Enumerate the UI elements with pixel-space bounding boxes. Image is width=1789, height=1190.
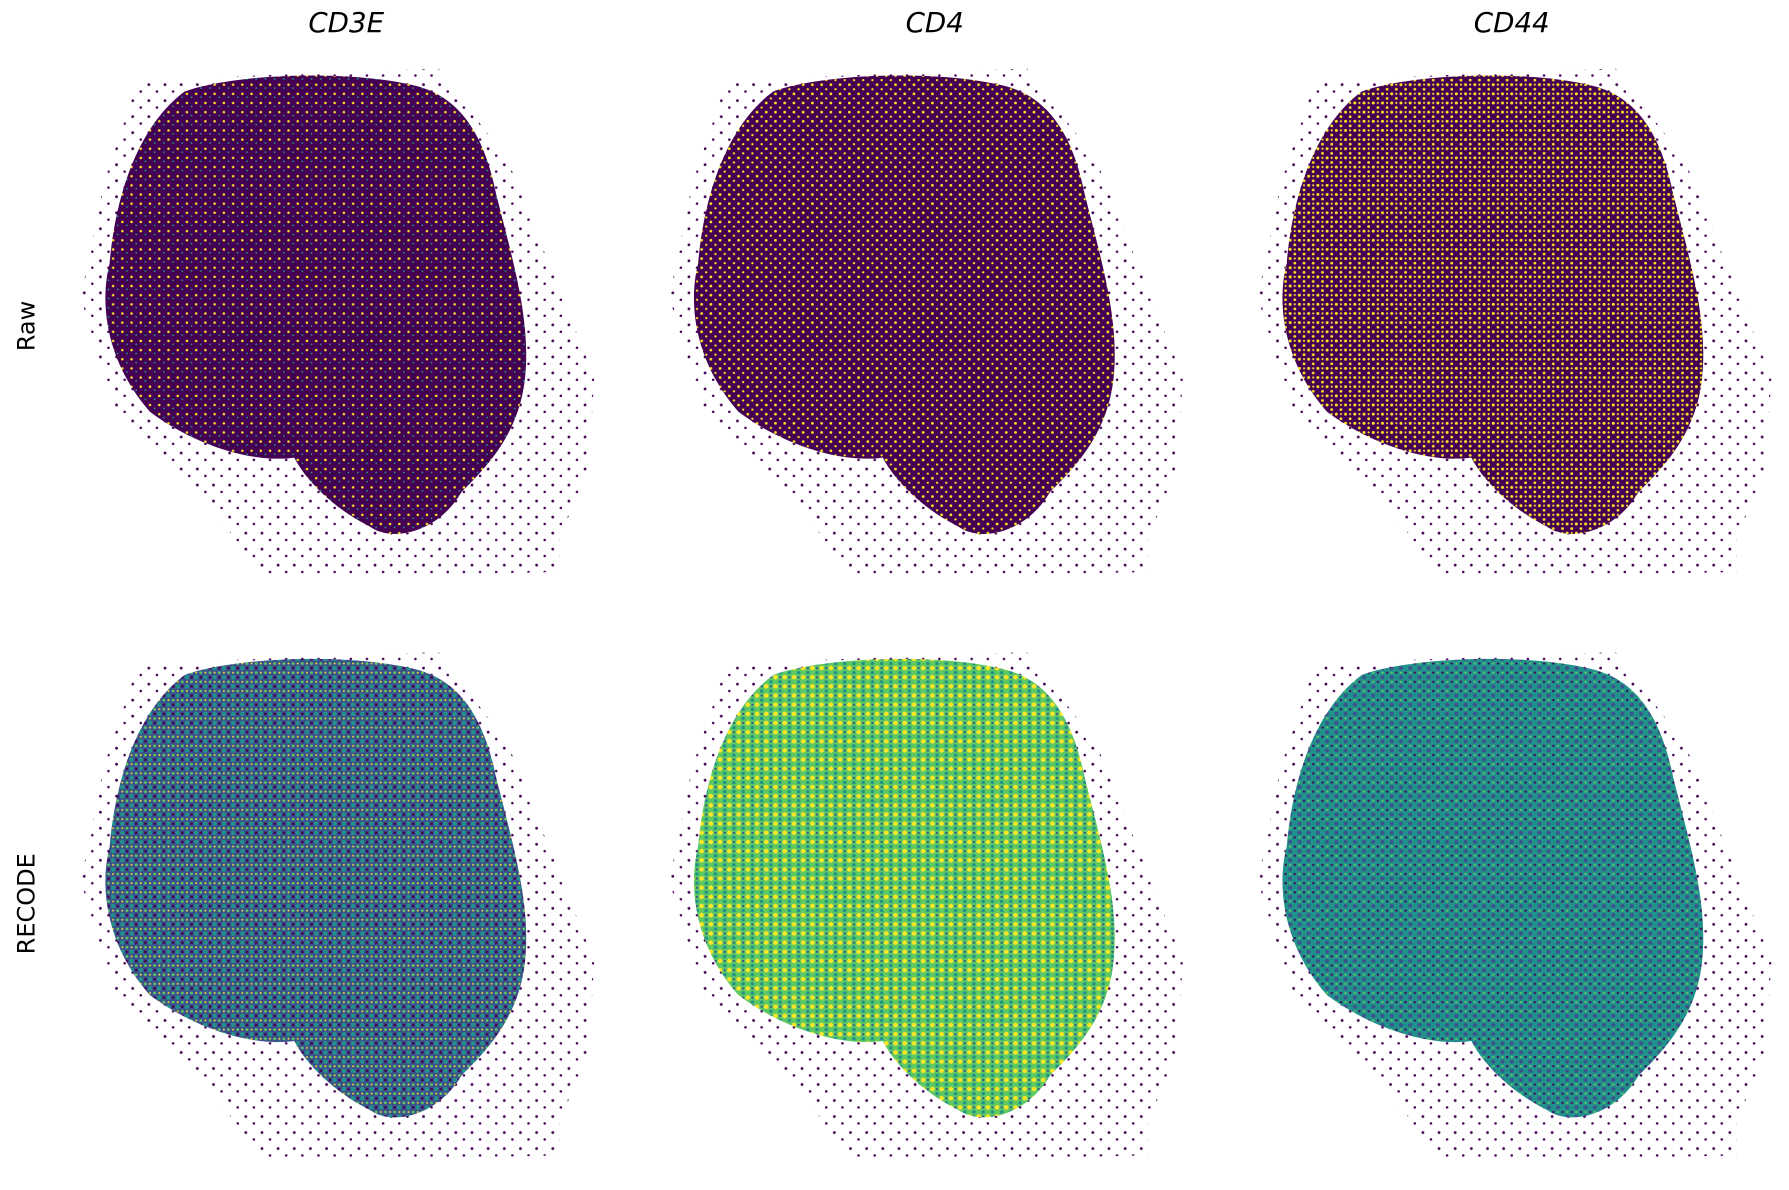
tissue-body — [105, 658, 527, 1118]
tissue-body — [693, 75, 1115, 534]
tissue-body — [693, 658, 1115, 1118]
spatial-panel — [669, 68, 1183, 578]
row-label: Raw — [13, 301, 41, 351]
spatial-panel — [80, 68, 595, 578]
row-label: RECODE — [13, 853, 41, 954]
figure-content: CD3E CD4 CD44 Raw RECODE — [13, 6, 1772, 1162]
tissue-body — [1282, 75, 1704, 534]
spatial-panel — [1257, 68, 1772, 578]
spatial-panel — [80, 652, 595, 1162]
tissue-body — [105, 75, 527, 534]
tissue-body — [1282, 658, 1704, 1118]
spatial-panel — [669, 652, 1183, 1162]
spatial-panel — [1257, 652, 1772, 1162]
column-title: CD44 — [1474, 6, 1550, 39]
column-title: CD4 — [906, 6, 964, 39]
column-title: CD3E — [308, 6, 384, 39]
